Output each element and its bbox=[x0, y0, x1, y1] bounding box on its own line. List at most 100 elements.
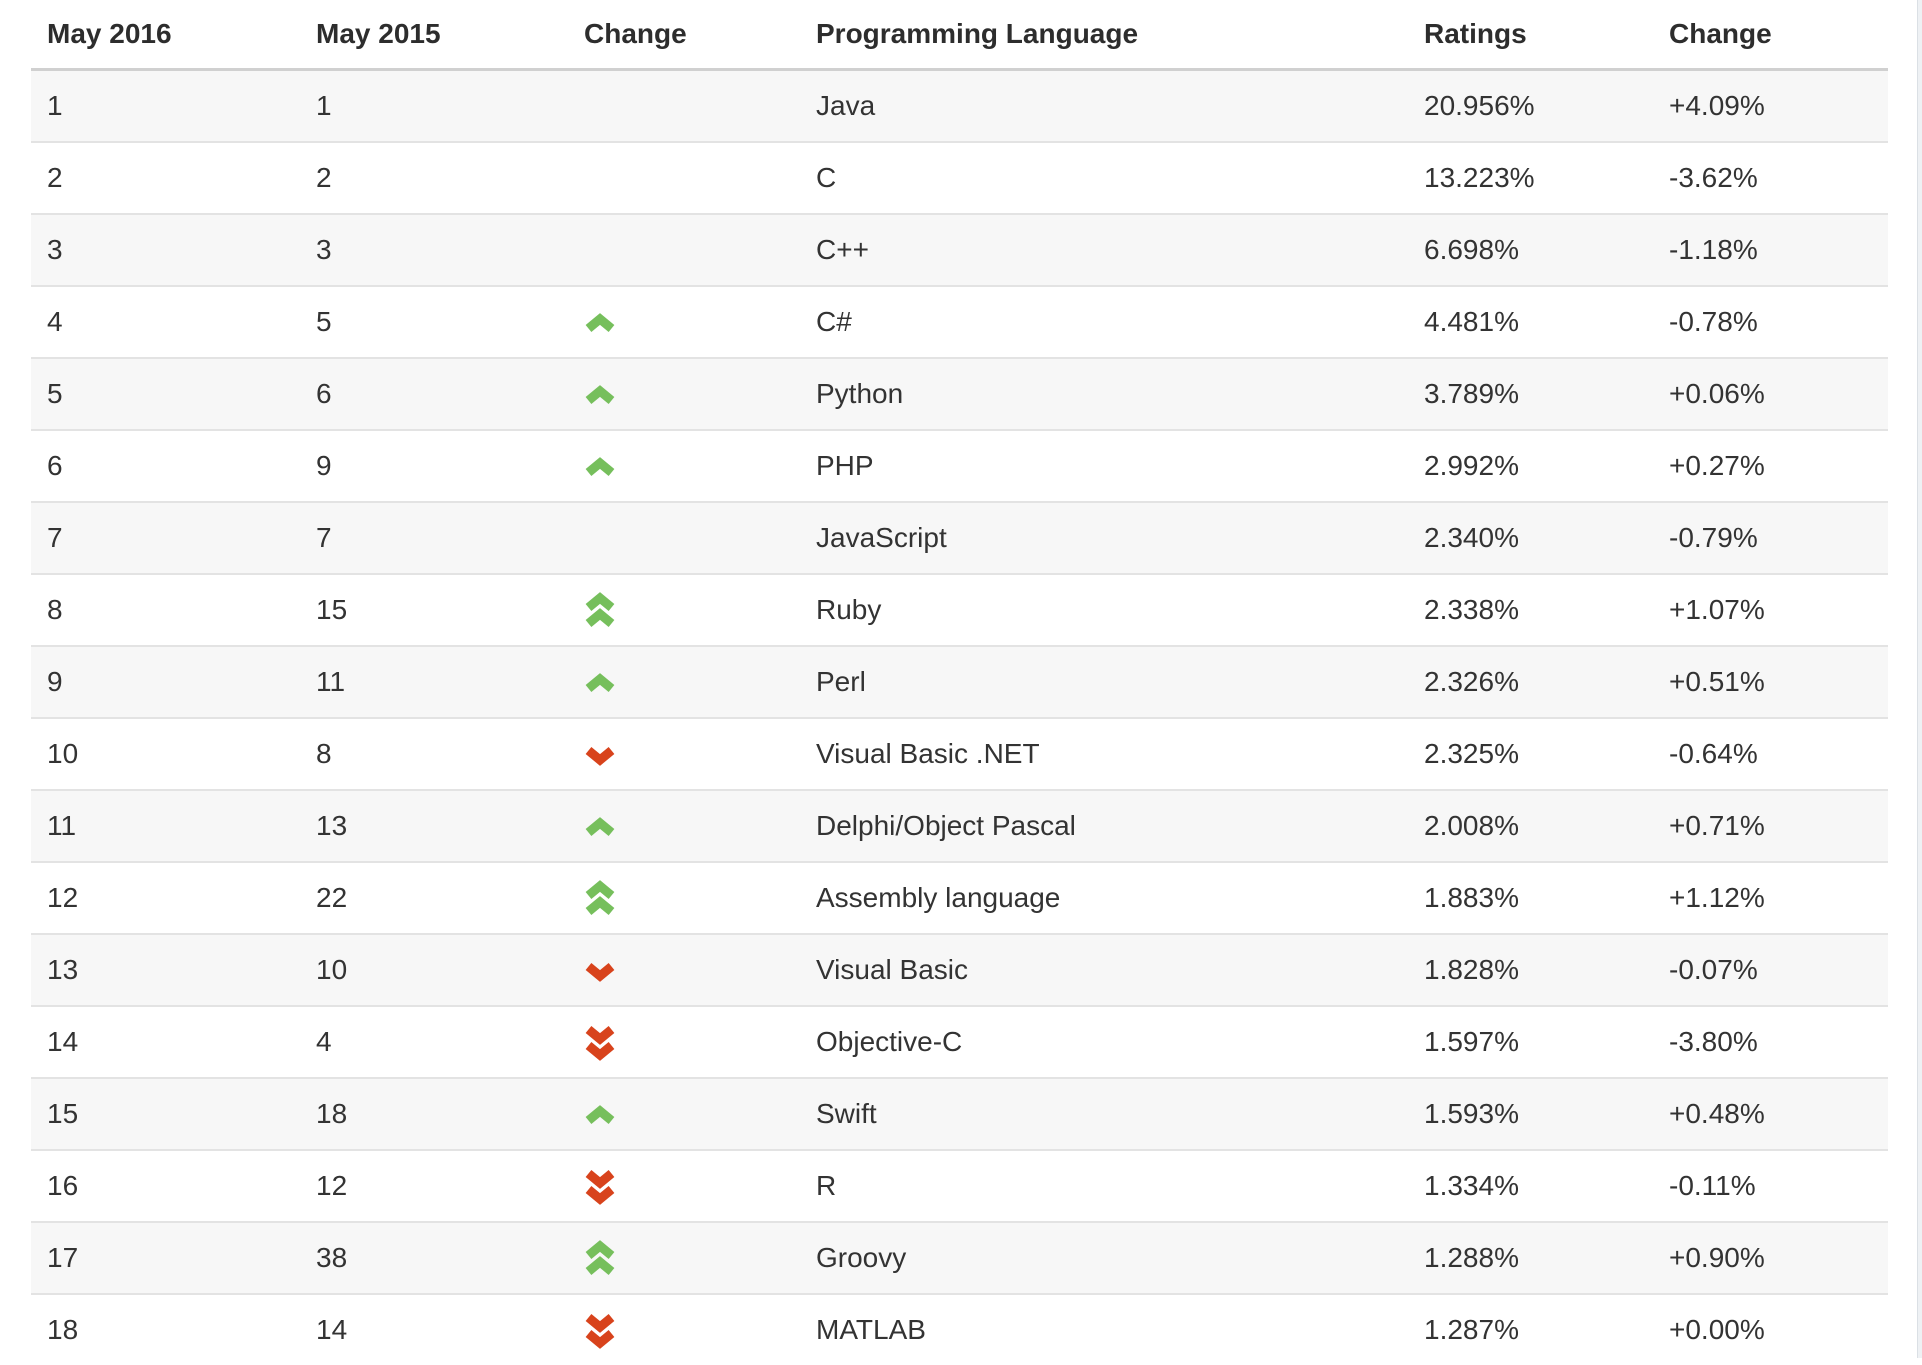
table-row: 7 7 JavaScript 2.340% -0.79% bbox=[31, 502, 1888, 574]
language-ranking-table-container: May 2016 May 2015 Change Programming Lan… bbox=[31, 0, 1888, 1365]
rank-may-2015-cell: 12 bbox=[300, 1150, 568, 1222]
page-scrollbar-track[interactable] bbox=[1917, 0, 1922, 1358]
rank-may-2016-cell: 18 bbox=[31, 1294, 300, 1365]
col-header-position-change: Change bbox=[568, 0, 800, 70]
rank-up-icon bbox=[584, 817, 616, 838]
rank-may-2016-cell: 2 bbox=[31, 142, 300, 214]
ratings-cell: 3.789% bbox=[1408, 358, 1653, 430]
rank-down-double-icon bbox=[584, 1024, 616, 1061]
table-row: 3 3 C++ 6.698% -1.18% bbox=[31, 214, 1888, 286]
rank-may-2015-cell: 3 bbox=[300, 214, 568, 286]
rank-may-2016-cell: 11 bbox=[31, 790, 300, 862]
ratings-cell: 1.828% bbox=[1408, 934, 1653, 1006]
language-name-cell: Ruby bbox=[800, 574, 1408, 646]
language-name-cell: R bbox=[800, 1150, 1408, 1222]
ratings-cell: 1.287% bbox=[1408, 1294, 1653, 1365]
rank-may-2016-cell: 12 bbox=[31, 862, 300, 934]
rank-may-2015-cell: 13 bbox=[300, 790, 568, 862]
language-name-cell: Perl bbox=[800, 646, 1408, 718]
ratings-change-cell: +1.12% bbox=[1653, 862, 1888, 934]
ratings-cell: 1.288% bbox=[1408, 1222, 1653, 1294]
position-change-cell bbox=[568, 646, 800, 718]
rank-up-icon bbox=[584, 385, 616, 406]
position-change-cell bbox=[568, 430, 800, 502]
rank-may-2015-cell: 22 bbox=[300, 862, 568, 934]
table-row: 12 22 Assembly language 1.883% +1.12% bbox=[31, 862, 1888, 934]
position-change-cell bbox=[568, 1150, 800, 1222]
ratings-change-cell: -3.62% bbox=[1653, 142, 1888, 214]
ratings-change-cell: +0.06% bbox=[1653, 358, 1888, 430]
rank-up-double-icon bbox=[584, 592, 616, 629]
rank-down-double-icon bbox=[584, 1312, 616, 1349]
position-change-cell bbox=[568, 574, 800, 646]
position-change-cell bbox=[568, 1222, 800, 1294]
ratings-change-cell: -3.80% bbox=[1653, 1006, 1888, 1078]
ratings-cell: 2.326% bbox=[1408, 646, 1653, 718]
rank-may-2016-cell: 10 bbox=[31, 718, 300, 790]
position-change-cell bbox=[568, 214, 800, 286]
ratings-change-cell: +0.48% bbox=[1653, 1078, 1888, 1150]
table-row: 2 2 C 13.223% -3.62% bbox=[31, 142, 1888, 214]
rank-may-2016-cell: 13 bbox=[31, 934, 300, 1006]
position-change-cell bbox=[568, 1078, 800, 1150]
language-name-cell: C bbox=[800, 142, 1408, 214]
ratings-change-cell: +1.07% bbox=[1653, 574, 1888, 646]
rank-may-2016-cell: 14 bbox=[31, 1006, 300, 1078]
ratings-change-cell: -0.11% bbox=[1653, 1150, 1888, 1222]
col-header-programming-language: Programming Language bbox=[800, 0, 1408, 70]
ratings-cell: 6.698% bbox=[1408, 214, 1653, 286]
ratings-cell: 1.883% bbox=[1408, 862, 1653, 934]
ratings-change-cell: +0.51% bbox=[1653, 646, 1888, 718]
ranking-table-body: 1 1 Java 20.956% +4.09% 2 2 C 13.223% -3… bbox=[31, 70, 1888, 1365]
rank-may-2015-cell: 11 bbox=[300, 646, 568, 718]
rank-may-2015-cell: 9 bbox=[300, 430, 568, 502]
rank-up-double-icon bbox=[584, 880, 616, 917]
table-row: 8 15 Ruby 2.338% +1.07% bbox=[31, 574, 1888, 646]
rank-may-2015-cell: 6 bbox=[300, 358, 568, 430]
rank-may-2016-cell: 17 bbox=[31, 1222, 300, 1294]
rank-up-icon bbox=[584, 1105, 616, 1126]
rank-may-2016-cell: 8 bbox=[31, 574, 300, 646]
ratings-change-cell: -1.18% bbox=[1653, 214, 1888, 286]
table-row: 14 4 Objective-C 1.597% -3.80% bbox=[31, 1006, 1888, 1078]
ratings-change-cell: +0.27% bbox=[1653, 430, 1888, 502]
position-change-cell bbox=[568, 286, 800, 358]
rank-may-2015-cell: 18 bbox=[300, 1078, 568, 1150]
language-name-cell: Assembly language bbox=[800, 862, 1408, 934]
table-row: 18 14 MATLAB 1.287% +0.00% bbox=[31, 1294, 1888, 1365]
table-row: 13 10 Visual Basic 1.828% -0.07% bbox=[31, 934, 1888, 1006]
rank-down-icon bbox=[584, 745, 616, 766]
language-name-cell: Visual Basic .NET bbox=[800, 718, 1408, 790]
ratings-cell: 1.334% bbox=[1408, 1150, 1653, 1222]
rank-may-2015-cell: 2 bbox=[300, 142, 568, 214]
language-name-cell: Objective-C bbox=[800, 1006, 1408, 1078]
language-name-cell: Swift bbox=[800, 1078, 1408, 1150]
language-name-cell: JavaScript bbox=[800, 502, 1408, 574]
language-name-cell: Java bbox=[800, 70, 1408, 143]
table-row: 6 9 PHP 2.992% +0.27% bbox=[31, 430, 1888, 502]
rank-may-2015-cell: 8 bbox=[300, 718, 568, 790]
language-name-cell: C# bbox=[800, 286, 1408, 358]
ratings-cell: 2.340% bbox=[1408, 502, 1653, 574]
table-row: 4 5 C# 4.481% -0.78% bbox=[31, 286, 1888, 358]
rank-may-2015-cell: 15 bbox=[300, 574, 568, 646]
position-change-cell bbox=[568, 1294, 800, 1365]
rank-may-2015-cell: 7 bbox=[300, 502, 568, 574]
position-change-cell bbox=[568, 862, 800, 934]
ratings-cell: 4.481% bbox=[1408, 286, 1653, 358]
language-name-cell: Groovy bbox=[800, 1222, 1408, 1294]
rank-may-2015-cell: 5 bbox=[300, 286, 568, 358]
table-row: 17 38 Groovy 1.288% +0.90% bbox=[31, 1222, 1888, 1294]
ratings-change-cell: -0.78% bbox=[1653, 286, 1888, 358]
language-name-cell: MATLAB bbox=[800, 1294, 1408, 1365]
position-change-cell bbox=[568, 1006, 800, 1078]
position-change-cell bbox=[568, 718, 800, 790]
table-row: 10 8 Visual Basic .NET 2.325% -0.64% bbox=[31, 718, 1888, 790]
rank-may-2016-cell: 7 bbox=[31, 502, 300, 574]
table-row: 9 11 Perl 2.326% +0.51% bbox=[31, 646, 1888, 718]
col-header-may-2016: May 2016 bbox=[31, 0, 300, 70]
rank-up-icon bbox=[584, 457, 616, 478]
ratings-cell: 20.956% bbox=[1408, 70, 1653, 143]
ratings-change-cell: +0.90% bbox=[1653, 1222, 1888, 1294]
language-name-cell: Python bbox=[800, 358, 1408, 430]
